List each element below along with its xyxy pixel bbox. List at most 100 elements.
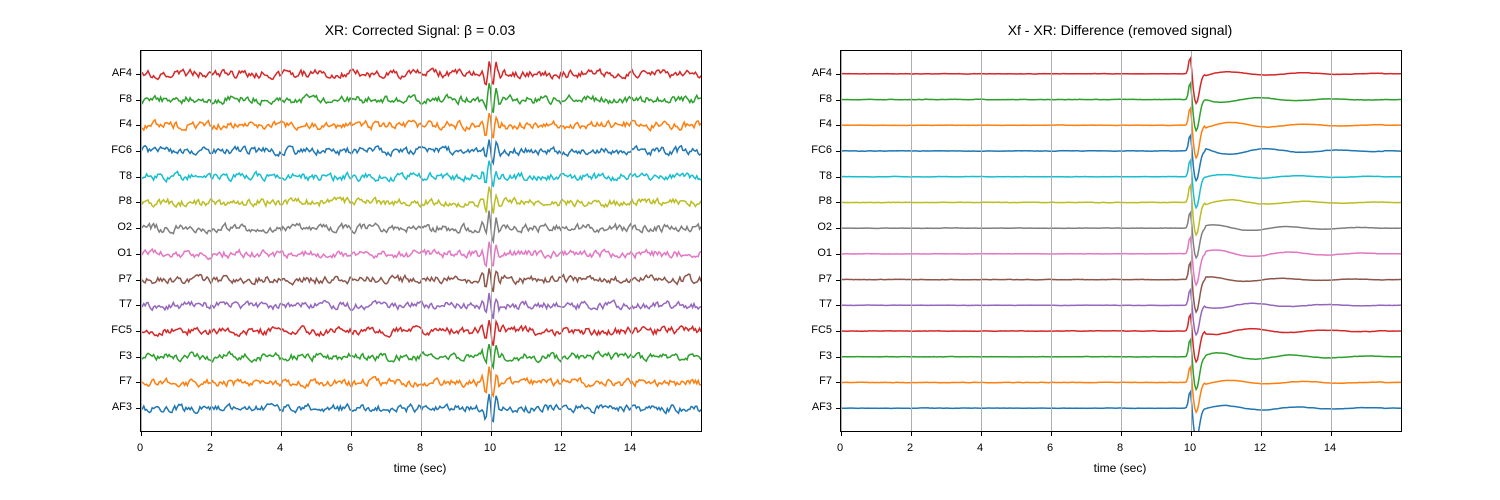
channel-label: O2 <box>817 221 832 233</box>
grid-line <box>561 51 562 431</box>
channel-label: T8 <box>819 170 832 182</box>
channel-label: F8 <box>819 93 832 105</box>
xtick <box>1121 431 1122 436</box>
right-xlabel: time (sec) <box>840 461 1400 475</box>
xtick <box>911 431 912 436</box>
grid-line <box>981 51 982 431</box>
xtick <box>1051 431 1052 436</box>
xtick <box>561 431 562 436</box>
channel-label: F3 <box>119 350 132 362</box>
channel-label: O2 <box>117 221 132 233</box>
channel-label: O1 <box>817 247 832 259</box>
xtick <box>1331 431 1332 436</box>
xtick <box>1261 431 1262 436</box>
grid-line <box>1331 51 1332 431</box>
xtick-label: 4 <box>977 442 983 454</box>
xtick <box>351 431 352 436</box>
xtick <box>491 431 492 436</box>
xtick-label: 6 <box>347 442 353 454</box>
channel-label: F4 <box>819 118 832 130</box>
channel-label: AF4 <box>112 67 132 79</box>
xtick-label: 4 <box>277 442 283 454</box>
xtick-label: 2 <box>207 442 213 454</box>
xtick-label: 14 <box>1324 442 1336 454</box>
xtick <box>981 431 982 436</box>
ytick <box>136 305 141 306</box>
xtick-label: 0 <box>137 442 143 454</box>
ytick <box>136 408 141 409</box>
ytick <box>836 357 841 358</box>
xtick <box>141 431 142 436</box>
ytick <box>836 228 841 229</box>
channel-label: P8 <box>819 195 832 207</box>
left-plot-area <box>140 50 702 432</box>
ytick <box>136 151 141 152</box>
ytick <box>136 228 141 229</box>
grid-line <box>211 51 212 431</box>
channel-label: AF3 <box>812 401 832 413</box>
grid-line <box>141 51 142 431</box>
ytick <box>136 177 141 178</box>
xtick <box>421 431 422 436</box>
xtick-label: 10 <box>484 442 496 454</box>
xtick <box>631 431 632 436</box>
xtick-label: 0 <box>837 442 843 454</box>
ytick <box>836 202 841 203</box>
xtick <box>281 431 282 436</box>
ytick <box>136 125 141 126</box>
xtick-label: 12 <box>554 442 566 454</box>
ytick <box>836 74 841 75</box>
xtick-label: 8 <box>1117 442 1123 454</box>
ytick <box>836 254 841 255</box>
xtick <box>211 431 212 436</box>
ytick <box>136 357 141 358</box>
ytick <box>836 125 841 126</box>
ytick <box>136 100 141 101</box>
channel-label: P7 <box>819 273 832 285</box>
subplot-right: Xf - XR: Difference (removed signal) tim… <box>840 50 1400 430</box>
xtick-label: 14 <box>624 442 636 454</box>
channel-label: F7 <box>119 375 132 387</box>
xtick-label: 10 <box>1184 442 1196 454</box>
channel-label: FC6 <box>811 144 832 156</box>
grid-line <box>351 51 352 431</box>
grid-line <box>1051 51 1052 431</box>
channel-label: FC5 <box>811 324 832 336</box>
ytick <box>136 254 141 255</box>
channel-label: T7 <box>819 298 832 310</box>
left-title: XR: Corrected Signal: β = 0.03 <box>140 22 700 38</box>
ytick <box>136 202 141 203</box>
ytick <box>136 382 141 383</box>
subplot-left: XR: Corrected Signal: β = 0.03 time (sec… <box>140 50 700 430</box>
right-plot-area <box>840 50 1402 432</box>
grid-line <box>911 51 912 431</box>
ytick <box>136 280 141 281</box>
grid-line <box>281 51 282 431</box>
ytick <box>836 408 841 409</box>
grid-line <box>421 51 422 431</box>
ytick <box>836 151 841 152</box>
channel-label: P8 <box>119 195 132 207</box>
xtick-label: 6 <box>1047 442 1053 454</box>
right-title: Xf - XR: Difference (removed signal) <box>840 22 1400 38</box>
channel-label: AF4 <box>812 67 832 79</box>
grid-line <box>841 51 842 431</box>
xtick <box>841 431 842 436</box>
left-xlabel: time (sec) <box>140 461 700 475</box>
ytick <box>836 331 841 332</box>
channel-label: T8 <box>119 170 132 182</box>
grid-line <box>1121 51 1122 431</box>
channel-label: F3 <box>819 350 832 362</box>
ytick <box>836 100 841 101</box>
channel-label: O1 <box>117 247 132 259</box>
ytick <box>836 382 841 383</box>
ytick <box>836 305 841 306</box>
ytick <box>836 177 841 178</box>
figure: XR: Corrected Signal: β = 0.03 time (sec… <box>0 0 1500 500</box>
ytick <box>136 74 141 75</box>
channel-label: P7 <box>119 273 132 285</box>
channel-label: T7 <box>119 298 132 310</box>
grid-line <box>631 51 632 431</box>
channel-label: F8 <box>119 93 132 105</box>
grid-line <box>1261 51 1262 431</box>
